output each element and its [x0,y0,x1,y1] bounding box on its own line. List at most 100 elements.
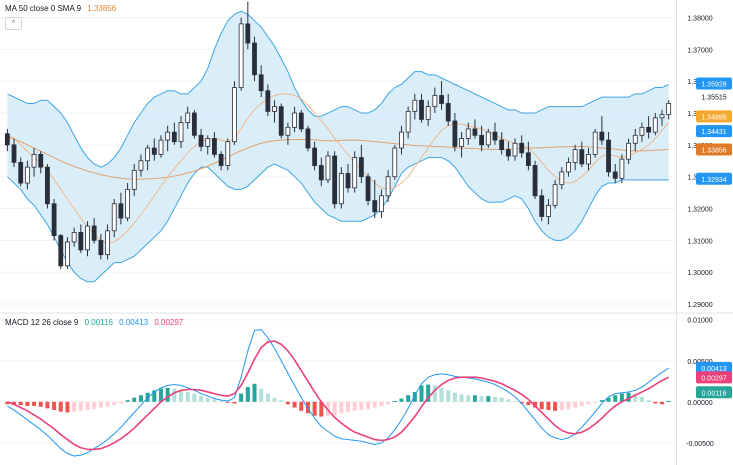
macd-histogram-bar [639,396,644,402]
candle [445,93,451,126]
candle [459,132,464,158]
candle [338,167,344,209]
candle-body [305,128,311,149]
candle-body [385,176,391,197]
candle-body [252,42,257,76]
macd-histogram-bar [559,401,564,411]
macd-histogram-bar [65,401,70,413]
macd-histogram-bar [366,401,371,410]
macd-histogram-bar [653,401,658,404]
candle-body [98,239,104,256]
candle [305,125,311,152]
macd-legend: MACD 12 26 close 9 0.00116 0.00413 0.002… [5,318,187,327]
candle [218,151,224,171]
macd-histogram-bar [112,401,117,406]
candle-body [258,74,264,92]
macd-histogram-bar [212,399,217,402]
macd-histogram-bar [199,396,204,402]
candle [465,122,471,145]
candle-body [4,133,10,146]
candle-body [626,142,631,160]
candle [185,106,191,129]
candle [212,132,217,158]
price-scale-marker [696,110,732,123]
candle-body [218,154,224,166]
candle-body [272,106,277,112]
candle [425,100,431,126]
candle [452,113,458,152]
macd-histogram-bar [252,383,257,402]
candle [165,125,171,152]
macd-histogram-bar [386,401,391,405]
macd-histogram-bar [158,388,163,402]
candle-body [439,95,444,104]
macd-histogram-bar [446,390,451,402]
candle [652,113,658,136]
ma-50-line [7,136,669,180]
candle-body [519,142,525,154]
macd-histogram-bar [539,401,544,410]
candle-body [332,155,338,205]
macd-histogram-bar [339,401,344,414]
candle-body [492,131,498,141]
macd-histogram-bar [105,401,110,407]
candle [278,103,284,139]
ma-study-label[interactable]: MA 50 close 0 SMA 9 [5,4,82,13]
macd-histogram-bar [118,401,123,404]
candle [65,237,70,270]
macd-histogram-bar [85,401,90,411]
macd-histogram-bar [472,395,477,402]
candle [666,100,672,120]
macd-histogram-bar [666,400,671,402]
macd-histogram-bar [352,401,357,411]
candle [559,167,565,190]
candle [546,198,551,225]
candle [352,151,358,193]
macd-histogram-bar [439,387,444,402]
candle [85,221,90,257]
macd-histogram-bar [426,384,431,402]
candle-body [11,144,17,163]
candle-body [619,158,625,179]
candle [38,151,44,174]
macd-histogram-bar [245,387,250,402]
candle [412,93,418,120]
macd-histogram-bar [45,401,50,409]
candle-body [171,131,177,143]
macd-tick-label: 0.00000 [687,400,712,407]
macd-histogram-bar [72,401,77,412]
candle-body [338,173,344,205]
candle [225,138,231,171]
candle-body [552,184,558,206]
macd-histogram-bar [412,391,417,402]
macd-histogram-bar [25,401,30,406]
candle [499,132,505,155]
macd-histogram-bar [553,401,558,411]
macd-histogram-bar [219,400,224,402]
candle [298,109,304,133]
ma-study-value: 1.33856 [87,4,117,13]
macd-scale-marker [696,371,732,384]
candle-body [238,23,244,88]
candle [91,218,97,244]
candle [385,170,391,203]
candle-body [185,112,191,123]
candle [599,116,605,145]
macd-histogram-bar [566,401,571,410]
candle-body [138,160,144,171]
candle-body [38,154,44,168]
candle-body [298,112,304,130]
sma-9-line [7,93,670,245]
candle [325,151,331,184]
macd-study-label[interactable]: MACD 12 26 close 9 [5,318,79,327]
candle [31,148,37,177]
candle-body [145,147,151,162]
macd-histogram-bar [18,401,23,406]
candle [552,179,558,209]
macd-histogram-bar [98,401,103,408]
candle [71,227,77,247]
chevron-up-icon[interactable]: ^ [5,17,22,30]
macd-histogram-bar [32,401,37,406]
macd-histogram-bar [399,398,404,402]
